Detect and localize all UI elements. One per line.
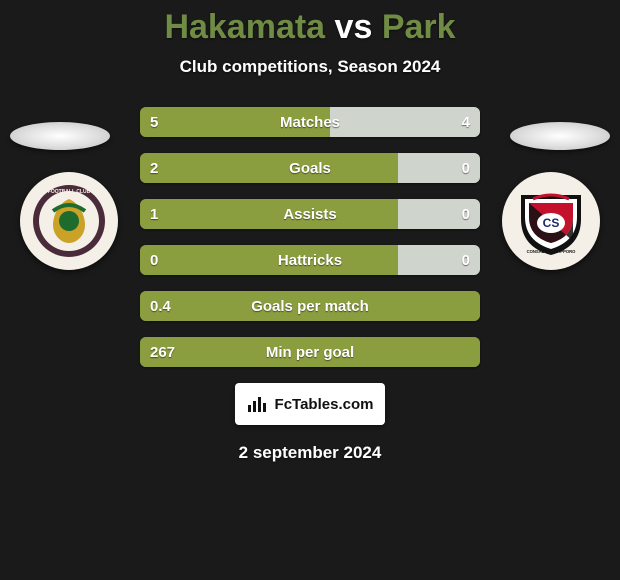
stats-container: 54Matches 20Goals 10Assists 00Hattricks 0.4G… xyxy=(140,107,480,367)
svg-text:CS: CS xyxy=(543,216,560,230)
branding-badge: FcTables.com xyxy=(235,383,385,425)
svg-text:CONSADOLE SAPPORO: CONSADOLE SAPPORO xyxy=(527,249,577,254)
crest-right-icon: CS CONSADOLE SAPPORO xyxy=(511,181,591,261)
date-text: 2 september 2024 xyxy=(0,443,620,463)
player2-name: Park xyxy=(382,8,456,46)
stat-row: 54Matches xyxy=(140,107,480,137)
subtitle: Club competitions, Season 2024 xyxy=(0,57,620,77)
branding-text: FcTables.com xyxy=(275,396,374,413)
crest-left-icon: FOOTBALL CLUB xyxy=(29,181,109,261)
vs-text: vs xyxy=(335,8,373,46)
stat-label: Hattricks xyxy=(140,245,480,275)
stat-label: Matches xyxy=(140,107,480,137)
stat-row: 00Hattricks xyxy=(140,245,480,275)
svg-text:FOOTBALL CLUB: FOOTBALL CLUB xyxy=(48,189,91,195)
stat-row: 10Assists xyxy=(140,199,480,229)
player1-name: Hakamata xyxy=(164,8,325,46)
stat-label: Goals xyxy=(140,153,480,183)
player2-base-oval xyxy=(510,122,610,150)
stat-label: Assists xyxy=(140,199,480,229)
stat-row: 0.4Goals per match xyxy=(140,291,480,321)
tokyo-verdy-crest: FOOTBALL CLUB xyxy=(20,172,118,270)
stat-row: 267Min per goal xyxy=(140,337,480,367)
consadole-sapporo-crest: CS CONSADOLE SAPPORO xyxy=(502,172,600,270)
stat-row: 20Goals xyxy=(140,153,480,183)
stat-label: Goals per match xyxy=(140,291,480,321)
page-title: Hakamata vs Park xyxy=(0,0,620,47)
bars-icon xyxy=(247,395,269,413)
stat-label: Min per goal xyxy=(140,337,480,367)
player1-base-oval xyxy=(10,122,110,150)
